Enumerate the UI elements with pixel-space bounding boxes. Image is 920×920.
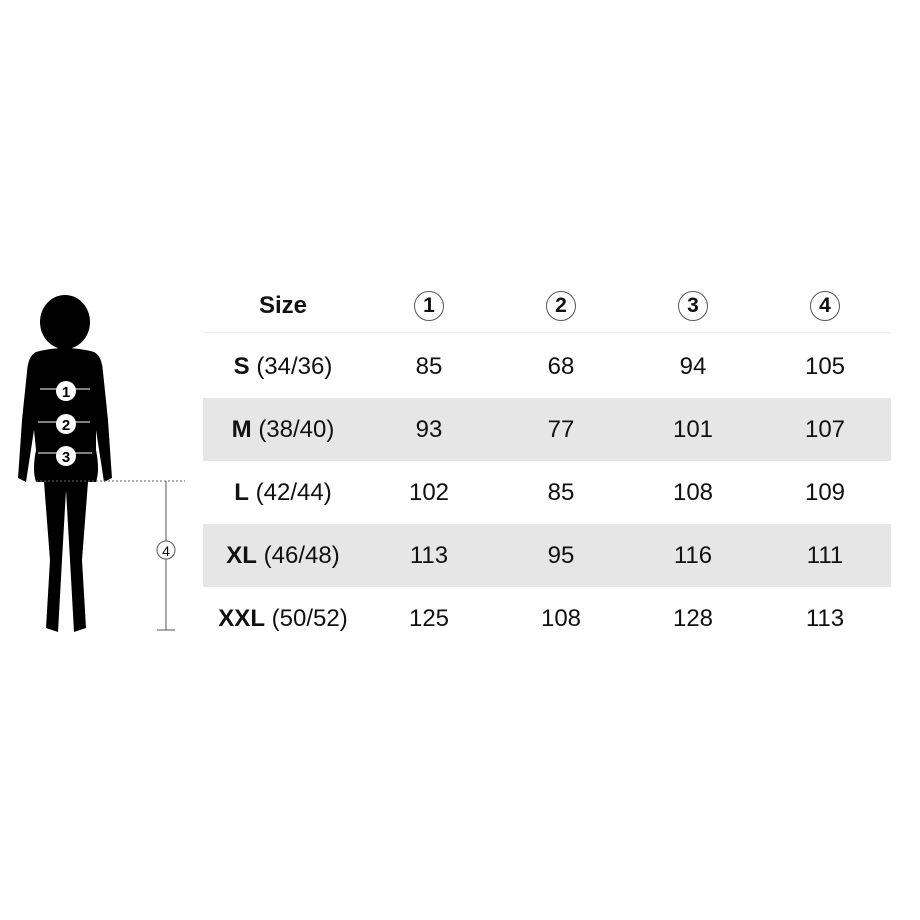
measure-4-header: 4 bbox=[810, 291, 840, 321]
measure-4-cell: 111 bbox=[806, 541, 844, 569]
size-eu: (50/52) bbox=[271, 604, 348, 632]
table-row: XL (46/48) 113 95 116 111 bbox=[203, 524, 891, 587]
size-cell: XXL (50/52) bbox=[203, 605, 363, 633]
size-cell: XL (46/48) bbox=[203, 542, 363, 570]
size-eu: (34/36) bbox=[256, 352, 333, 380]
size-eu: (38/40) bbox=[258, 415, 335, 443]
table-row: XXL (50/52) 125 108 128 113 bbox=[203, 587, 891, 650]
marker-2: 2 bbox=[62, 417, 70, 434]
size-eu: (42/44) bbox=[255, 478, 332, 506]
measure-3-cell: 116 bbox=[673, 541, 713, 569]
marker-1: 1 bbox=[62, 384, 70, 401]
measure-1-cell: 93 bbox=[415, 415, 443, 443]
marker-4: 4 bbox=[162, 543, 170, 559]
measure-2-cell: 85 bbox=[547, 478, 575, 506]
measure-1-cell: 85 bbox=[415, 352, 443, 380]
table-row: L (42/44) 102 85 108 109 bbox=[203, 461, 891, 524]
measure-3-header: 3 bbox=[678, 291, 708, 321]
measure-4-cell: 109 bbox=[804, 478, 846, 506]
woman-silhouette-icon: 1 2 3 4 bbox=[18, 295, 185, 632]
measure-1-cell: 113 bbox=[409, 541, 449, 569]
measure-3-cell: 128 bbox=[672, 604, 714, 632]
table-row: S (34/36) 85 68 94 105 bbox=[203, 335, 891, 398]
measure-2-cell: 77 bbox=[547, 415, 575, 443]
table-header: Size 1 2 3 4 bbox=[203, 280, 891, 333]
measure-1-header: 1 bbox=[414, 291, 444, 321]
measure-2-cell: 68 bbox=[547, 352, 575, 380]
size-letter: S bbox=[233, 352, 250, 380]
size-letter: L bbox=[234, 478, 249, 506]
size-letter: XXL bbox=[218, 604, 265, 632]
size-header: Size bbox=[258, 292, 308, 319]
size-eu: (46/48) bbox=[263, 541, 340, 569]
size-letter: XL bbox=[226, 541, 257, 569]
measure-4-cell: 113 bbox=[805, 604, 845, 632]
size-cell: S (34/36) bbox=[203, 353, 363, 381]
measure-2-cell: 108 bbox=[540, 604, 582, 632]
size-cell: M (38/40) bbox=[203, 416, 363, 444]
measure-3-cell: 108 bbox=[672, 478, 714, 506]
measure-3-cell: 101 bbox=[672, 415, 714, 443]
size-table: Size 1 2 3 4 S (34/36) 85 68 94 105 M (38/40)… bbox=[203, 280, 891, 650]
measure-2-header: 2 bbox=[546, 291, 576, 321]
size-cell: L (42/44) bbox=[203, 479, 363, 507]
measure-4-cell: 105 bbox=[804, 352, 846, 380]
measure-3-cell: 94 bbox=[679, 352, 707, 380]
marker-3: 3 bbox=[62, 449, 70, 466]
measure-1-cell: 102 bbox=[408, 478, 450, 506]
measure-1-cell: 125 bbox=[408, 604, 450, 632]
measure-4-cell: 107 bbox=[804, 415, 846, 443]
table-row: M (38/40) 93 77 101 107 bbox=[203, 398, 891, 461]
size-letter: M bbox=[231, 415, 252, 443]
measure-2-cell: 95 bbox=[547, 541, 575, 569]
